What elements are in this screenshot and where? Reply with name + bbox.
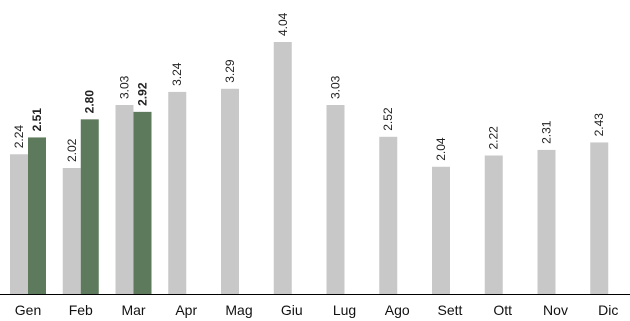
x-tick-label-gen: Gen xyxy=(15,302,41,318)
x-tick-label-ott: Ott xyxy=(493,302,512,318)
value-label-dic-series-1: 2.43 xyxy=(592,113,606,137)
value-label-mar-series-1: 3.03 xyxy=(118,75,132,99)
value-label-feb-series-2: 2.80 xyxy=(83,90,97,114)
x-tick-label-mag: Mag xyxy=(225,302,252,318)
value-label-nov-series-1: 2.31 xyxy=(540,120,554,144)
bar-feb-series-2 xyxy=(80,119,99,295)
bar-apr-series-1 xyxy=(168,91,187,294)
value-label-gen-series-2: 2.51 xyxy=(30,108,44,132)
x-tick-label-lug: Lug xyxy=(333,302,356,318)
bar-mag-series-1 xyxy=(221,88,239,294)
value-label-feb-series-1: 2.02 xyxy=(65,138,79,162)
x-tick-label-feb: Feb xyxy=(69,302,93,318)
bar-feb-series-1 xyxy=(62,168,81,294)
value-label-mag-series-1: 3.29 xyxy=(223,59,237,83)
x-tick-label-ago: Ago xyxy=(385,302,410,318)
x-tick-labels-group: Gen Feb Mar Apr Mag Giu Lug Ago Sett Ott Nov Dic xyxy=(15,302,619,318)
value-label-lug-series-1: 3.03 xyxy=(329,75,343,99)
value-label-gen-series-1: 2.24 xyxy=(12,125,26,149)
value-label-ago-series-1: 2.52 xyxy=(381,107,395,131)
x-tick-label-apr: Apr xyxy=(175,302,197,318)
x-tick-label-mar: Mar xyxy=(121,302,145,318)
value-label-mar-series-2: 2.92 xyxy=(136,82,150,106)
bar-giu-series-1 xyxy=(273,42,292,294)
bar-gen-series-1 xyxy=(10,154,28,294)
value-label-sett-series-1: 2.04 xyxy=(434,137,448,161)
bar-ago-series-1 xyxy=(379,136,398,294)
bar-mar-series-1 xyxy=(115,105,134,294)
value-labels-group: 2.24 2.51 2.02 2.80 3.03 2.92 3.24 3.29 4.04 3.03… xyxy=(12,12,606,162)
bar-sett-series-1 xyxy=(432,166,450,294)
value-label-giu-series-1: 4.04 xyxy=(276,12,290,36)
bar-dic-series-1 xyxy=(590,142,609,294)
x-tick-label-giu: Giu xyxy=(281,302,303,318)
bar-ott-series-1 xyxy=(484,155,503,294)
bar-nov-series-1 xyxy=(537,149,556,294)
bar-gen-series-2 xyxy=(28,137,46,294)
bar-mar-series-2 xyxy=(133,111,152,294)
bars-group xyxy=(10,42,609,295)
bar-lug-series-1 xyxy=(326,105,345,294)
value-label-ott-series-1: 2.22 xyxy=(487,126,501,150)
x-tick-label-sett: Sett xyxy=(438,302,463,318)
x-tick-label-nov: Nov xyxy=(543,302,568,318)
value-label-apr-series-1: 3.24 xyxy=(170,62,184,86)
x-tick-label-dic: Dic xyxy=(598,302,618,318)
